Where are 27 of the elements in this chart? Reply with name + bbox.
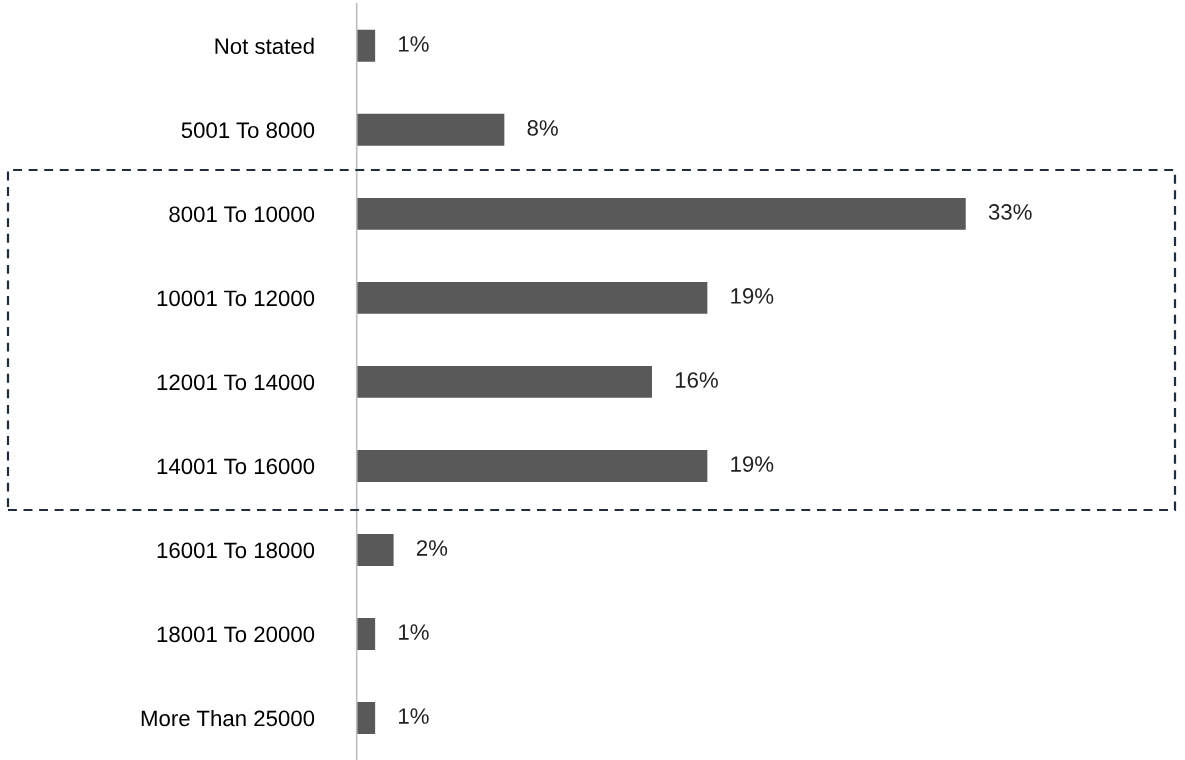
- y-tick-label: 10001 To 12000: [157, 290, 315, 307]
- y-tick-label: 18001 To 20000: [157, 626, 315, 643]
- data-label: 1%: [399, 36, 429, 52]
- y-tick-label: More Than 25000: [141, 709, 315, 727]
- y-tick-label: Not stated: [215, 37, 314, 55]
- y-tick-label: 8001 To 10000: [169, 206, 315, 223]
- bar: [356, 113, 505, 146]
- data-label: 2%: [416, 540, 448, 556]
- bar: [356, 365, 652, 398]
- y-tick-label: 12001 To 14000: [157, 374, 315, 391]
- y-tick-label: 16001 To 18000: [157, 542, 315, 559]
- data-label: 1%: [399, 624, 429, 640]
- bar: [356, 533, 394, 566]
- bar: [356, 197, 966, 230]
- data-label: 19%: [731, 288, 774, 304]
- bar: [356, 618, 376, 650]
- bar: [356, 702, 376, 734]
- data-label: 16%: [675, 372, 718, 388]
- bar: [356, 29, 376, 62]
- data-label: 8%: [527, 120, 558, 136]
- y-tick-label: 14001 To 16000: [157, 458, 315, 475]
- y-tick-label: 5001 To 8000: [181, 122, 315, 139]
- data-label: 33%: [988, 204, 1032, 220]
- data-label: 1%: [399, 708, 429, 724]
- bar: [356, 449, 708, 482]
- data-label: 19%: [731, 456, 774, 472]
- bar: [356, 281, 708, 314]
